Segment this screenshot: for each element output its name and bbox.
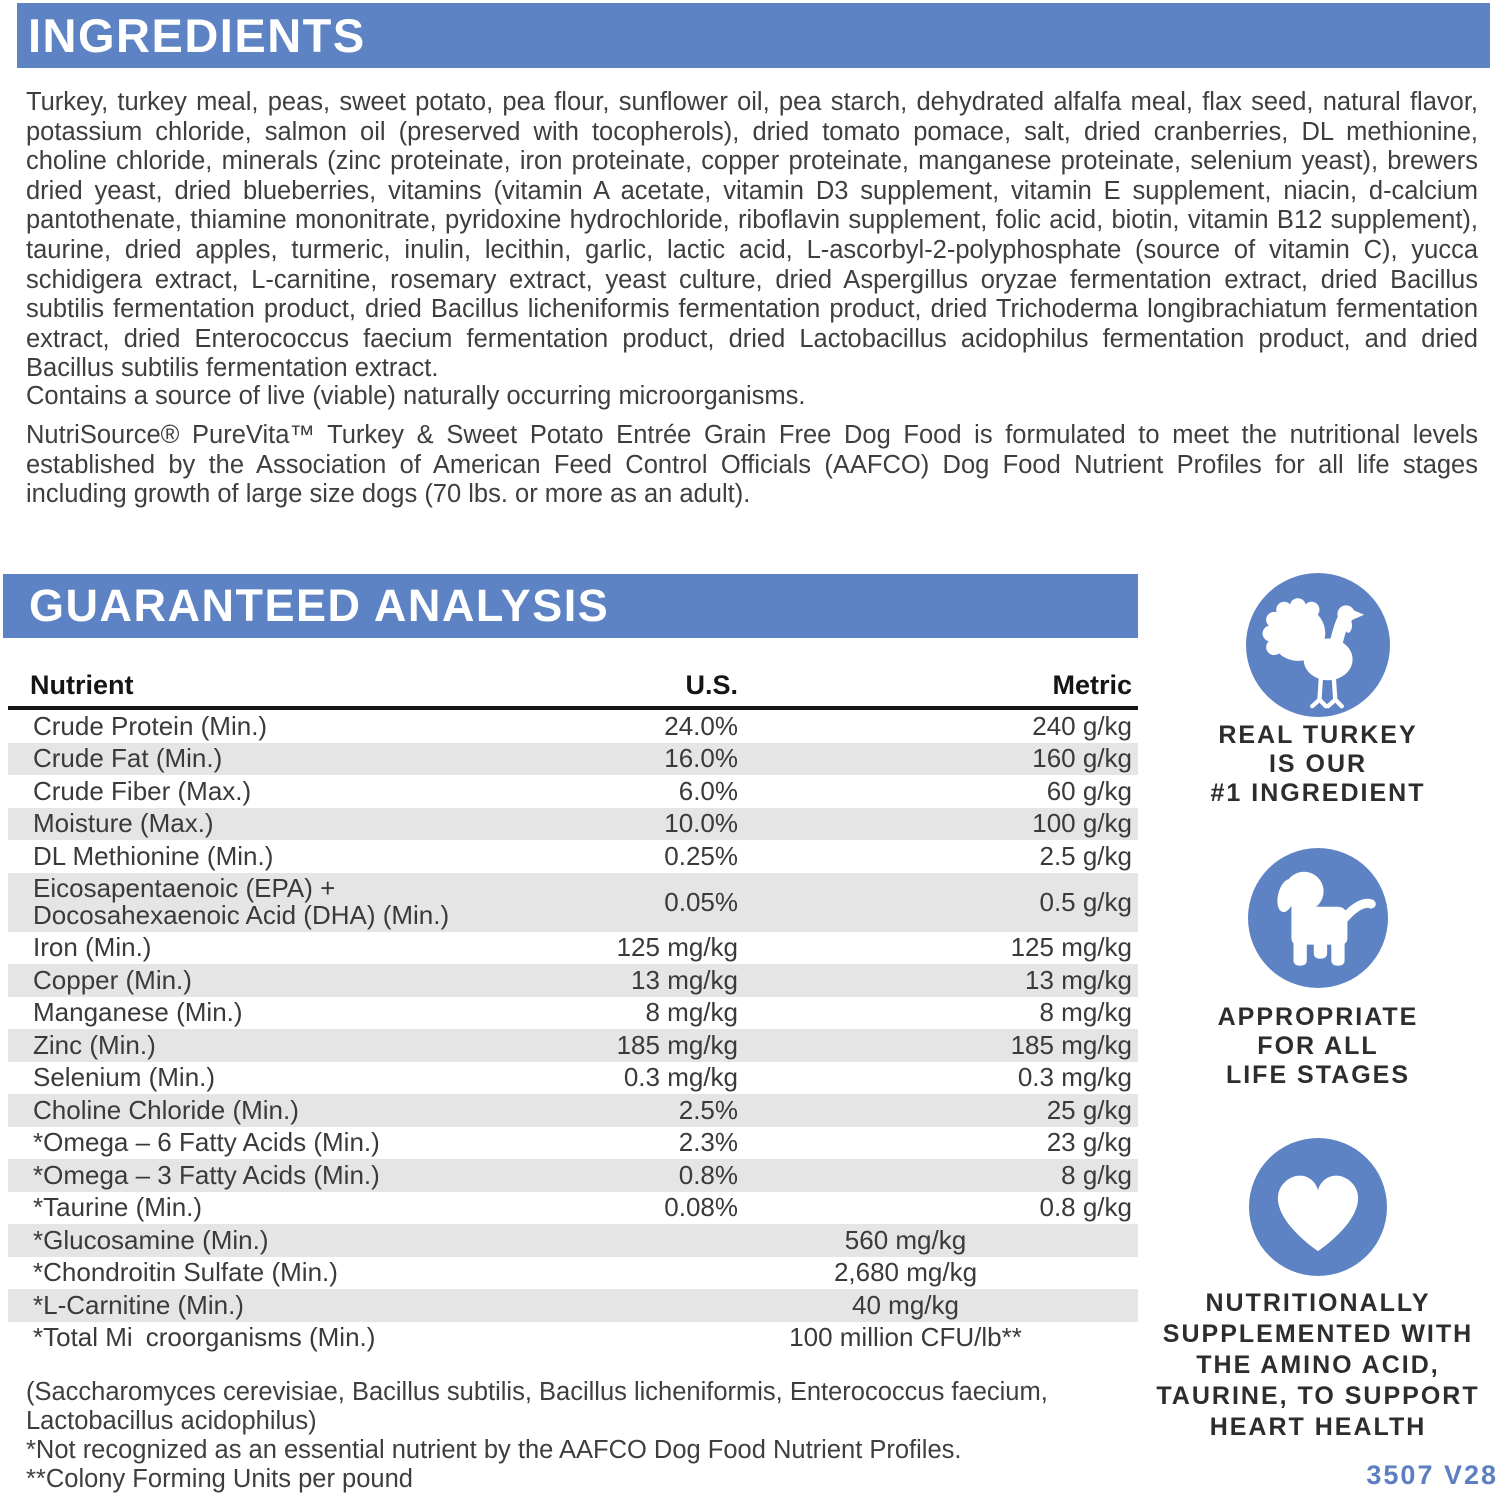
- badge-real-turkey-label: REAL TURKEY IS OUR #1 INGREDIENT: [1210, 721, 1426, 807]
- table-row: Eicosapentaenoic (EPA) + Docosahexaenoic…: [8, 872, 1138, 932]
- table-row: Crude Protein (Min.) 24.0% 240 g/kg: [33, 710, 1132, 741]
- badge-life-stages-label: APPROPRIATE FOR ALL LIFE STAGES: [1217, 1003, 1419, 1089]
- badge-life-stages: APPROPRIATE FOR ALL LIFE STAGES: [1118, 848, 1500, 1090]
- product-code: 3507 V28: [1366, 1460, 1498, 1490]
- column-header-us: U.S.: [685, 670, 738, 700]
- turkey-icon: [1246, 573, 1390, 717]
- ingredients-title: INGREDIENTS: [28, 9, 366, 62]
- table-row: *Taurine (Min.) 0.08% 0.8 g/kg: [33, 1192, 1132, 1223]
- heart-icon: [1249, 1138, 1387, 1276]
- footnote-microorganism-species: (Saccharomyces cerevisiae, Bacillus subt…: [26, 1378, 1048, 1435]
- footnote-not-recognized: *Not recognized as an essential nutrient…: [26, 1436, 962, 1464]
- guaranteed-analysis-table: Nutrient U.S. Metric Crude Protein (Min.…: [8, 670, 1138, 1354]
- table-row: Copper (Min.) 13 mg/kg 13 mg/kg: [8, 964, 1138, 997]
- table-row: DL Methionine (Min.) 0.25% 2.5 g/kg: [33, 840, 1132, 871]
- column-header-metric: Metric: [1052, 670, 1132, 700]
- badge-heart-health: NUTRITIONALLY SUPPLEMENTED WITH THE AMIN…: [1118, 1138, 1500, 1443]
- guaranteed-analysis-title: GUARANTEED ANALYSIS: [29, 580, 610, 631]
- footnote-cfu: **Colony Forming Units per pound: [26, 1465, 413, 1493]
- table-row: *Chondroitin Sulfate (Min.) 2,680 mg/kg: [33, 1257, 978, 1288]
- puppy-icon: [1248, 848, 1388, 988]
- ingredient-list-text: Turkey, turkey meal, peas, sweet potato,…: [26, 88, 1478, 383]
- table-row: *Omega – 3 Fatty Acids (Min.) 0.8% 8 g/kg: [8, 1159, 1138, 1192]
- badge-real-turkey: REAL TURKEY IS OUR #1 INGREDIENT: [1118, 573, 1500, 808]
- table-header-row: Nutrient U.S. Metric: [8, 670, 1138, 710]
- guaranteed-analysis-header: GUARANTEED ANALYSIS: [3, 574, 1138, 638]
- aafco-statement-text: NutriSource® PureVita™ Turkey & Sweet Po…: [26, 421, 1478, 509]
- column-header-nutrient: Nutrient: [30, 670, 134, 700]
- table-row: Choline Chloride (Min.) 2.5% 25 g/kg: [8, 1094, 1138, 1127]
- table-row: Crude Fat (Min.) 16.0% 160 g/kg: [8, 742, 1138, 775]
- table-row: Selenium (Min.) 0.3 mg/kg 0.3 mg/kg: [33, 1062, 1132, 1093]
- table-row: Crude Fiber (Max.) 6.0% 60 g/kg: [33, 775, 1132, 806]
- table-footnotes: (Saccharomyces cerevisiae, Bacillus subt…: [26, 1378, 1136, 1494]
- table-row: *Omega – 6 Fatty Acids (Min.) 2.3% 23 g/kg: [33, 1127, 1132, 1158]
- badge-heart-health-label: NUTRITIONALLY SUPPLEMENTED WITH THE AMIN…: [1156, 1289, 1480, 1441]
- microorganisms-note-text: Contains a source of live (viable) natur…: [26, 382, 806, 410]
- table-row: *Glucosamine (Min.) 560 mg/kg: [8, 1224, 1138, 1257]
- table-row: Zinc (Min.) 185 mg/kg 185 mg/kg: [8, 1029, 1138, 1062]
- table-row: Iron (Min.) 125 mg/kg 125 mg/kg: [33, 932, 1132, 963]
- table-row: Moisture (Max.) 10.0% 100 g/kg: [8, 807, 1138, 840]
- table-row: *L-Carnitine (Min.) 40 mg/kg: [8, 1289, 1138, 1322]
- table-row: Manganese (Min.) 8 mg/kg 8 mg/kg: [33, 997, 1132, 1028]
- ingredients-header: INGREDIENTS: [17, 3, 1490, 68]
- table-row: *Total Mi croorganisms (Min.) 100 million…: [33, 1322, 1022, 1353]
- table-body: Crude Protein (Min.) 24.0% 240 g/kg Crude …: [8, 710, 1138, 1354]
